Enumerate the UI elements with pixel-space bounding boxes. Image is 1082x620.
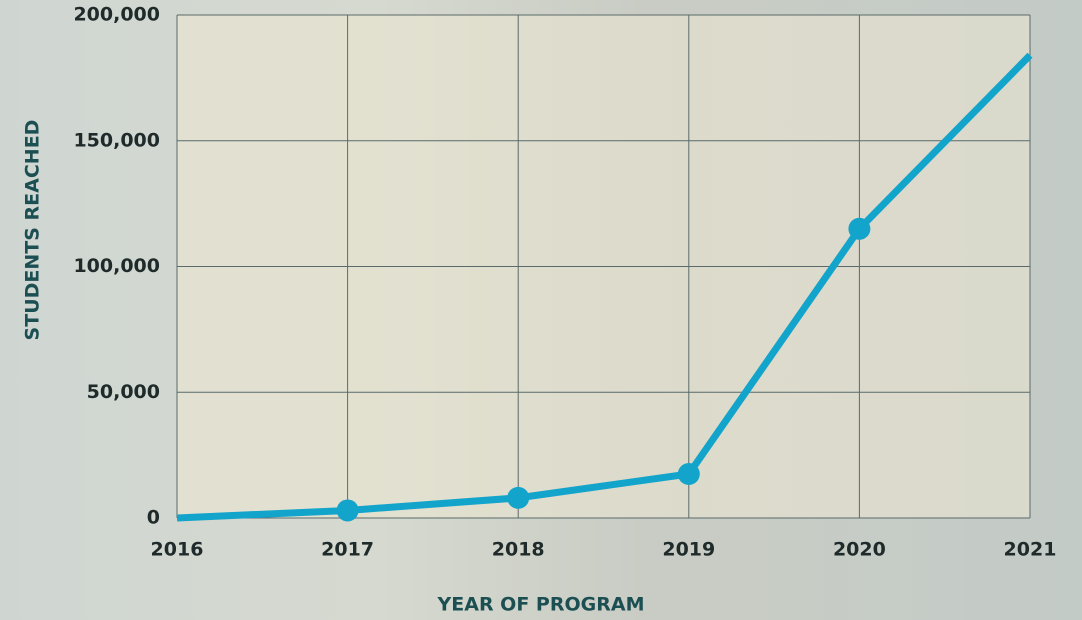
y-axis-title: STUDENTS REACHED	[22, 120, 44, 341]
y-tick-label: 50,000	[87, 381, 160, 403]
x-tick-label: 2021	[1004, 539, 1057, 561]
data-point	[678, 463, 700, 485]
data-point	[337, 499, 359, 521]
x-tick-label: 2019	[662, 539, 715, 561]
x-tick-label: 2017	[321, 539, 374, 561]
y-tick-label: 100,000	[73, 255, 160, 277]
x-tick-label: 2016	[151, 539, 204, 561]
y-tick-label: 150,000	[73, 129, 160, 151]
x-tick-label: 2018	[492, 539, 545, 561]
x-axis-title: YEAR OF PROGRAM	[437, 594, 645, 616]
y-tick-label: 0	[147, 507, 160, 529]
y-tick-label: 200,000	[73, 4, 160, 26]
x-tick-label: 2020	[833, 539, 886, 561]
data-point	[507, 487, 529, 509]
chart: YEAR OF PROGRAM STUDENTS REACHED 0 50,000…	[0, 0, 1082, 620]
data-point	[848, 218, 870, 240]
